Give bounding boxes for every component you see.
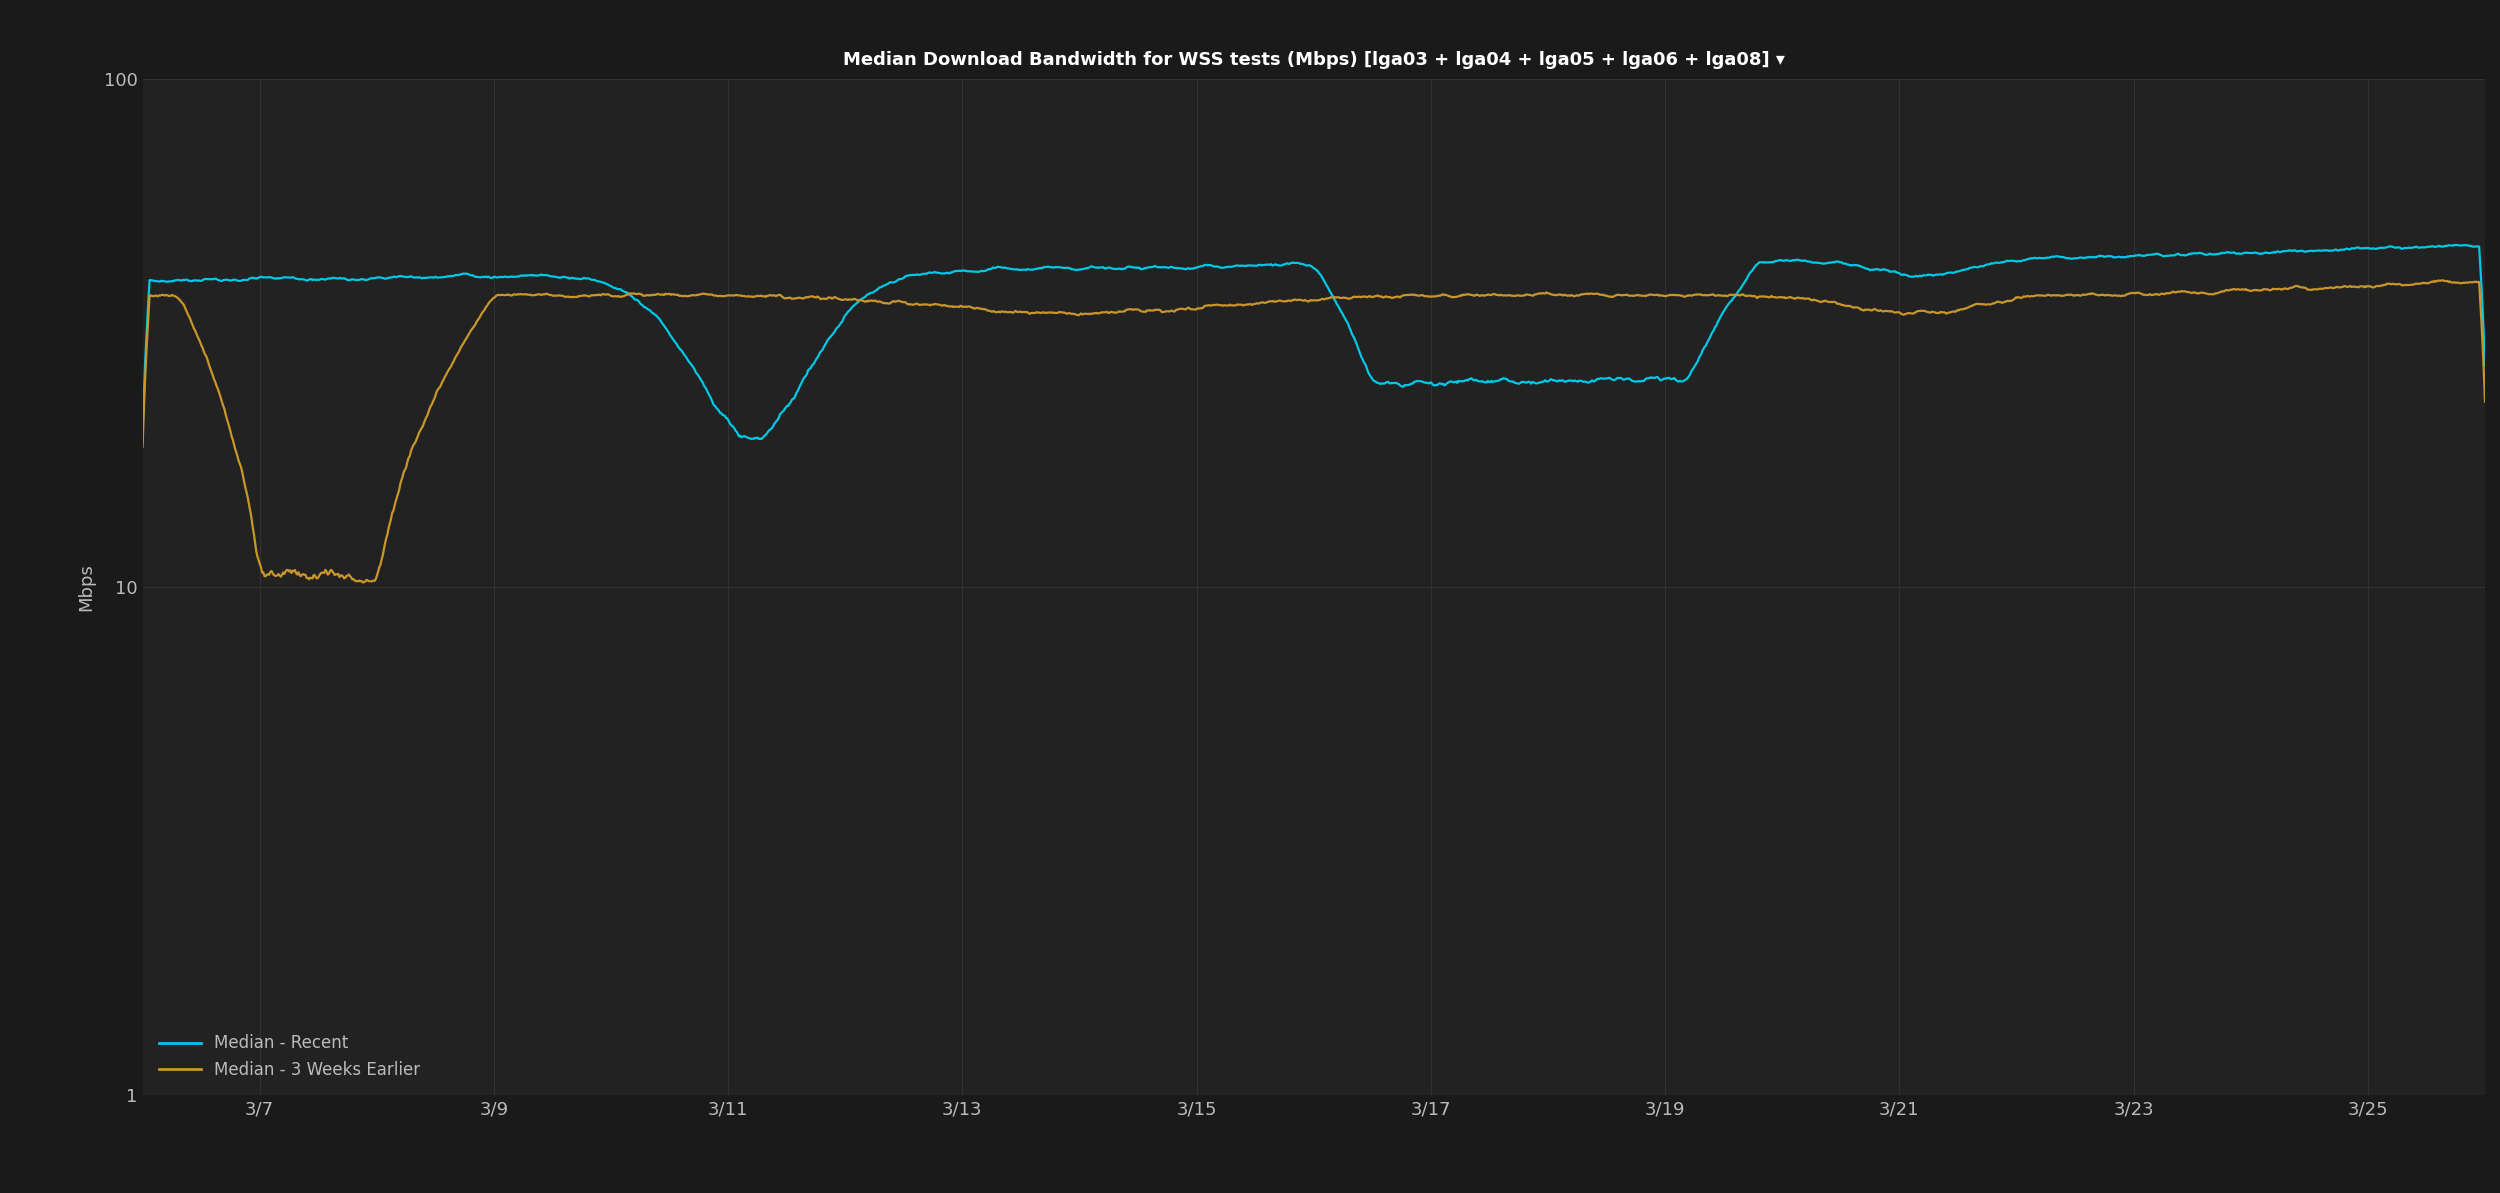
Median - 3 Weeks Earlier	[1268, 295, 1298, 309]
Title: Median Download Bandwidth for WSS tests (Mbps) [lga03 + lga04 + lga05 + lga06 + : Median Download Bandwidth for WSS tests …	[842, 51, 1785, 69]
Median - Recent	[1205, 260, 1235, 274]
Median - Recent	[2402, 240, 2432, 254]
Line: Median - 3 Weeks Earlier: Median - 3 Weeks Earlier	[142, 280, 2485, 582]
Median - 3 Weeks Earlier	[2402, 277, 2432, 291]
Median - Recent	[748, 432, 778, 446]
Line: Median - Recent: Median - Recent	[142, 245, 2485, 439]
Y-axis label: Mbps: Mbps	[78, 563, 95, 611]
Median - 3 Weeks Earlier	[248, 565, 278, 580]
Median - Recent	[2440, 237, 2470, 252]
Median - 3 Weeks Earlier	[2470, 395, 2500, 409]
Median - Recent	[2470, 358, 2500, 372]
Median - Recent	[1268, 258, 1298, 272]
Median - Recent	[2402, 241, 2432, 255]
Median - Recent	[248, 270, 278, 284]
Median - Recent	[1972, 256, 2002, 271]
Median - 3 Weeks Earlier	[1972, 297, 2002, 311]
Median - 3 Weeks Earlier	[2428, 273, 2458, 288]
Median - Recent	[127, 425, 158, 439]
Median - 3 Weeks Earlier	[1205, 298, 1235, 313]
Median - 3 Weeks Earlier	[2402, 277, 2432, 291]
Median - 3 Weeks Earlier	[348, 575, 378, 589]
Median - 3 Weeks Earlier	[127, 439, 158, 453]
Legend: Median - Recent, Median - 3 Weeks Earlier: Median - Recent, Median - 3 Weeks Earlie…	[150, 1026, 428, 1087]
